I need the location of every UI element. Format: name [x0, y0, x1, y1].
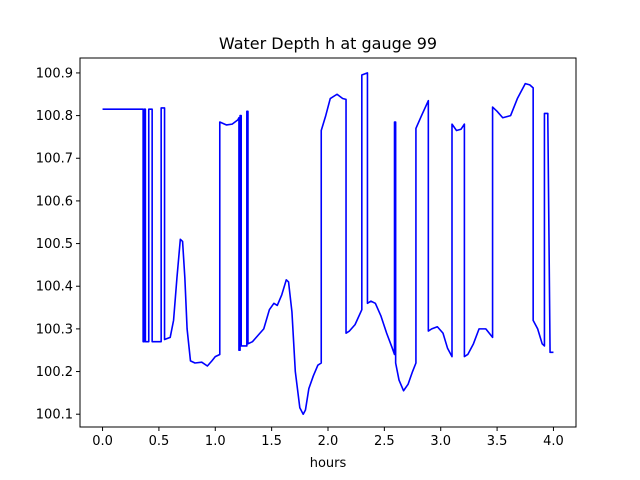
x-tick-label: 3.5 — [487, 434, 508, 449]
y-tick-label: 100.7 — [36, 152, 73, 167]
x-tick-label: 2.5 — [374, 434, 395, 449]
y-tick-label: 100.2 — [36, 365, 73, 380]
chart-title: Water Depth h at gauge 99 — [219, 34, 437, 53]
x-tick-label: 3.0 — [430, 434, 451, 449]
y-axis: 100.1 100.2 100.3 100.4 100.5 100.6 100.7 100.8… — [36, 66, 80, 423]
x-tick-label: 1.5 — [261, 434, 282, 449]
y-tick-label: 100.8 — [36, 109, 73, 124]
y-tick-label: 100.3 — [36, 322, 73, 337]
y-tick-label: 100.9 — [36, 66, 73, 81]
x-tick-label: 0.5 — [149, 434, 170, 449]
x-tick-label: 0.0 — [92, 434, 113, 449]
y-tick-label: 100.5 — [36, 237, 73, 252]
y-tick-label: 100.6 — [36, 194, 73, 209]
x-tick-label: 4.0 — [543, 434, 564, 449]
y-tick-label: 100.4 — [36, 280, 73, 295]
x-axis-label: hours — [310, 456, 347, 471]
x-tick-label: 2.0 — [318, 434, 339, 449]
series-line-0 — [102, 72, 554, 416]
x-axis: 0.0 0.5 1.0 1.5 2.0 2.5 3.0 3.5 4.0 — [92, 427, 564, 449]
x-tick-label: 1.0 — [205, 434, 226, 449]
y-tick-label: 100.1 — [36, 408, 73, 423]
plot-area — [102, 72, 554, 416]
